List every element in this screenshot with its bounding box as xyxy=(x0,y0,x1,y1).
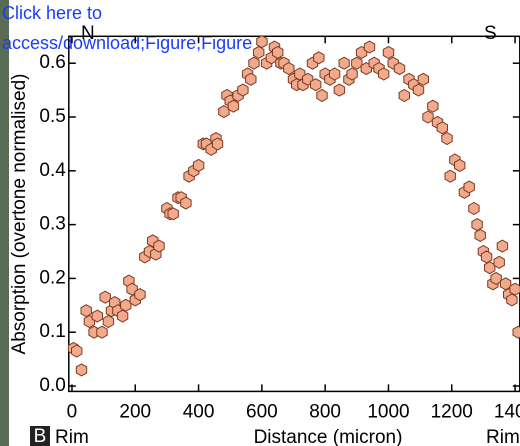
north-label: N xyxy=(81,23,95,44)
data-point xyxy=(436,121,448,135)
data-point xyxy=(227,99,240,113)
x-tick-label: 400 xyxy=(183,401,215,422)
x-axis-label: Distance (micron) xyxy=(254,427,403,446)
data-point xyxy=(283,62,295,76)
download-link[interactable]: Click here to xyxy=(2,3,102,23)
data-point xyxy=(463,180,475,194)
data-point xyxy=(272,45,284,59)
data-point xyxy=(506,293,518,307)
data-point xyxy=(253,45,265,59)
y-tick-label: 0.6 xyxy=(39,52,65,73)
panel-label: B xyxy=(34,426,47,446)
background-strip xyxy=(0,0,9,446)
data-point xyxy=(256,35,268,49)
data-point xyxy=(310,78,322,92)
panel-label-box xyxy=(30,426,50,446)
data-point xyxy=(363,40,376,54)
data-point xyxy=(116,309,129,323)
data-point xyxy=(329,67,341,81)
data-point xyxy=(512,325,520,339)
data-point xyxy=(120,298,132,312)
data-point xyxy=(496,239,509,253)
data-point xyxy=(192,158,205,172)
data-point xyxy=(248,56,260,70)
y-tick-label: 0.3 xyxy=(39,214,65,235)
x-tick-label: 800 xyxy=(309,401,341,422)
data-point xyxy=(218,105,230,119)
data-point xyxy=(333,83,346,97)
y-tick-label: 0.0 xyxy=(39,375,65,396)
data-point xyxy=(484,261,496,275)
data-point xyxy=(468,201,480,216)
data-point xyxy=(499,277,512,291)
data-point xyxy=(313,51,325,65)
y-tick-label: 0.2 xyxy=(39,267,65,288)
data-point xyxy=(134,288,146,302)
data-point xyxy=(153,239,165,253)
south-label: S xyxy=(484,23,497,44)
data-point xyxy=(351,56,363,70)
data-point xyxy=(417,72,429,86)
data-point xyxy=(471,218,483,232)
data-point xyxy=(338,56,350,70)
data-point xyxy=(382,45,395,59)
rim-left: Rim xyxy=(55,427,89,446)
data-point xyxy=(509,282,520,296)
data-point xyxy=(96,325,108,339)
y-tick-label: 0.1 xyxy=(39,321,65,342)
data-point xyxy=(493,255,505,269)
data-point xyxy=(441,131,453,146)
data-point xyxy=(99,290,111,304)
x-tick-label: 600 xyxy=(246,401,278,422)
data-point xyxy=(378,67,390,81)
download-link[interactable]: access/download;Figure;Figure xyxy=(2,33,252,53)
data-point xyxy=(316,88,328,103)
data-point xyxy=(427,99,439,113)
data-point xyxy=(180,196,192,210)
data-point xyxy=(211,137,224,151)
data-point xyxy=(245,72,257,86)
data-point xyxy=(75,363,88,377)
data-point xyxy=(71,344,83,358)
rim-right: Rim xyxy=(486,427,520,446)
data-point xyxy=(80,304,92,318)
data-point xyxy=(422,110,434,124)
y-tick-label: 0.4 xyxy=(39,160,66,181)
y-axis-label: Absorption (overtone normalised) xyxy=(9,74,30,355)
data-point xyxy=(102,314,115,329)
y-tick-label: 0.5 xyxy=(39,106,65,127)
x-tick-label: 1000 xyxy=(367,401,409,422)
x-tick-label: 1400 xyxy=(494,401,520,422)
x-tick-label: 200 xyxy=(119,401,151,422)
data-point xyxy=(454,158,466,172)
data-point xyxy=(393,62,406,76)
data-point xyxy=(398,88,410,103)
data-point xyxy=(346,67,358,81)
data-point xyxy=(490,271,502,285)
data-point xyxy=(167,207,179,221)
x-tick-label: 0 xyxy=(67,401,78,422)
data-point xyxy=(480,250,493,264)
data-point xyxy=(444,169,456,183)
data-point xyxy=(91,309,103,323)
data-point xyxy=(237,83,249,97)
data-point xyxy=(474,228,486,242)
x-tick-label: 1200 xyxy=(431,401,473,422)
data-point xyxy=(412,83,425,97)
